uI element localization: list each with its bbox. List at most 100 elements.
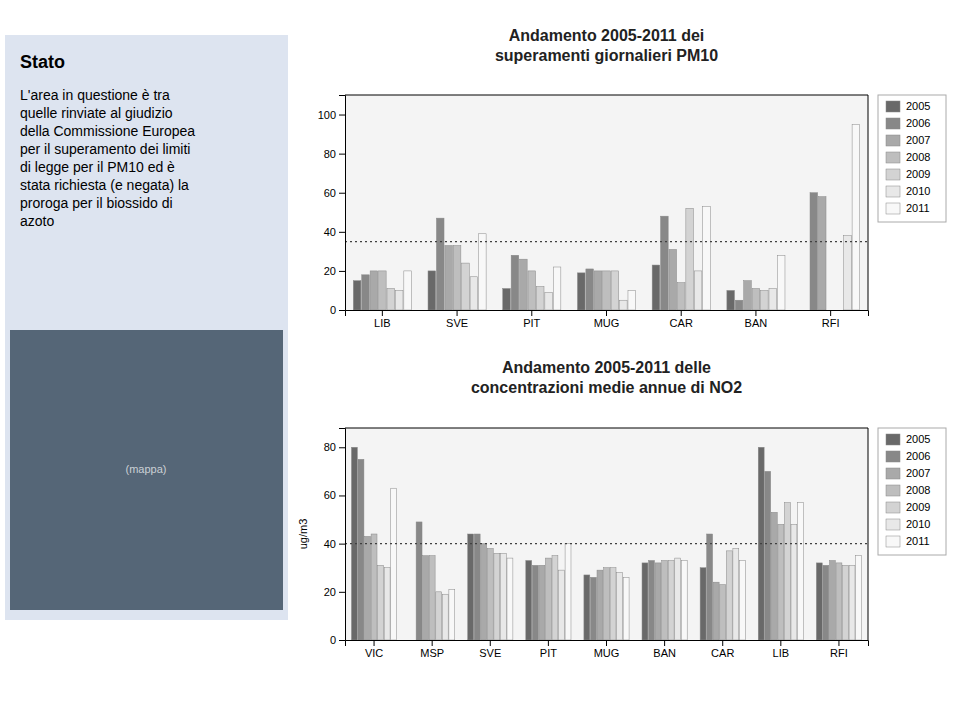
axis-line: [346, 641, 869, 647]
legend-label: 2007: [906, 134, 930, 146]
bar: [586, 269, 594, 310]
legend-item: 2005: [886, 433, 930, 445]
bar: [856, 556, 862, 640]
y-tick: 60: [324, 489, 345, 501]
bar: [771, 512, 777, 640]
axis-line: [346, 311, 869, 317]
legend-label: 2009: [906, 168, 930, 180]
legend-item: 2005: [886, 100, 930, 112]
bar: [836, 563, 842, 640]
legend-label: 2011: [906, 535, 930, 547]
bar: [565, 544, 571, 640]
x-tick: SVE: [479, 640, 501, 659]
bar: [358, 459, 364, 640]
bar: [827, 310, 835, 311]
legend-swatch: [886, 118, 900, 129]
bar: [362, 275, 370, 310]
tick-mark: [339, 232, 345, 233]
text-line: quelle rinviate al giudizio: [20, 105, 173, 121]
tick-label: PIT: [540, 647, 557, 659]
bar: [449, 589, 455, 640]
bar: [655, 563, 661, 640]
legend-swatch: [886, 536, 900, 547]
bar: [611, 271, 619, 310]
bar: [545, 292, 553, 310]
x-tick: PIT: [523, 310, 540, 329]
x-tick: MSP: [420, 640, 444, 659]
tick-label: MSP: [420, 647, 444, 659]
bar: [597, 570, 603, 640]
y-tick: 20: [324, 586, 345, 598]
bar: [620, 300, 628, 310]
bar: [844, 236, 852, 310]
y-tick: 20: [324, 265, 345, 277]
tick-mark: [339, 271, 345, 272]
legend-swatch: [886, 101, 900, 112]
tick-label: 0: [330, 634, 336, 646]
threshold-line: [345, 543, 868, 544]
bar: [474, 534, 480, 640]
axis-line: [339, 96, 346, 311]
bar: [604, 568, 610, 640]
bar: [539, 565, 545, 640]
tick-mark: [339, 115, 345, 116]
legend-swatch: [886, 135, 900, 146]
text-line: superamenti giornalieri PM10: [495, 47, 718, 64]
bar: [791, 524, 797, 640]
text-line: di legge per il PM10 ed è: [20, 159, 175, 175]
text-line: concentrazioni medie annue di NO2: [471, 379, 742, 396]
bar: [553, 267, 561, 310]
y-tick: 80: [324, 441, 345, 453]
legend-item: 2007: [886, 467, 930, 479]
x-tick: RFI: [822, 310, 840, 329]
legend-swatch: [886, 502, 900, 513]
bar: [436, 592, 442, 640]
tick-mark: [457, 310, 458, 316]
tick-label: RFI: [830, 647, 848, 659]
bar: [584, 575, 590, 640]
tick-mark: [780, 640, 781, 646]
bar-series: [353, 265, 734, 310]
bar-series: [365, 512, 836, 640]
bar: [727, 290, 735, 310]
bar: [384, 568, 390, 640]
legend-item: 2008: [886, 151, 930, 163]
bar: [481, 544, 487, 640]
bar-series: [378, 503, 849, 640]
tick-label: 40: [324, 226, 336, 238]
threshold-line: [345, 241, 868, 242]
tick-label: BAN: [653, 647, 676, 659]
tick-label: LIB: [773, 647, 790, 659]
bar: [370, 271, 378, 310]
bar: [500, 553, 506, 640]
tick-mark: [432, 640, 433, 646]
bar: [532, 565, 538, 640]
legend-swatch: [886, 152, 900, 163]
legend-item: 2008: [886, 484, 930, 496]
tick-label: 20: [324, 586, 336, 598]
x-tick: CAR: [670, 310, 693, 329]
tick-label: VIC: [365, 647, 383, 659]
bar: [652, 265, 660, 310]
bar: [686, 208, 694, 310]
x-axis: LIBSVEPITMUGCARBANRFI: [346, 310, 869, 329]
legend: 2005200620072008200920102011: [878, 95, 946, 222]
bar: [487, 548, 493, 640]
tick-mark: [339, 495, 345, 496]
x-tick: PIT: [540, 640, 557, 659]
bar: [594, 271, 602, 310]
legend-swatch: [886, 203, 900, 214]
x-tick: BAN: [653, 640, 676, 659]
legend-item: 2010: [886, 185, 930, 197]
y-tick: 0: [330, 634, 345, 646]
tick-mark: [531, 310, 532, 316]
bar: [365, 536, 371, 640]
legend-label: 2006: [906, 117, 930, 129]
bar: [707, 534, 713, 640]
map-placeholder-label: (mappa): [126, 463, 167, 475]
y-tick: 60: [324, 187, 345, 199]
bar-series: [370, 197, 826, 310]
bar: [536, 287, 544, 310]
legend-label: 2007: [906, 467, 930, 479]
bar: [739, 561, 745, 641]
